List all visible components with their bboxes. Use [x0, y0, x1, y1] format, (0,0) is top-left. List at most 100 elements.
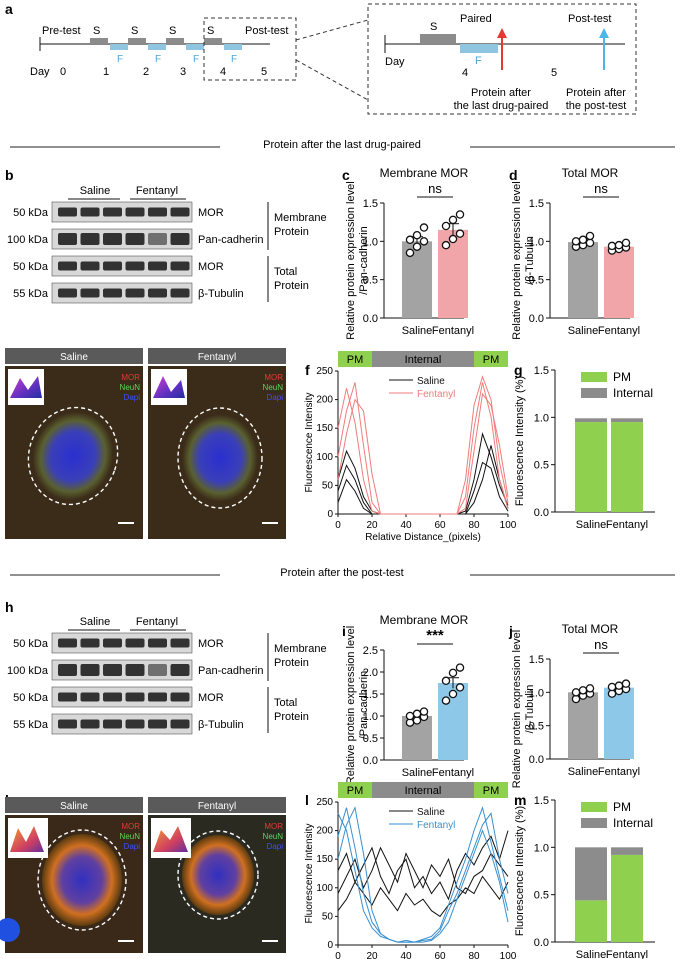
stacked-bar-pm [575, 900, 607, 942]
data-point [441, 696, 451, 705]
data-point [455, 229, 465, 238]
data-point [441, 221, 451, 231]
wb-protein-label: Pan-cadherin [198, 665, 263, 677]
data-point [578, 686, 588, 695]
x-tick-label: 40 [400, 951, 412, 959]
wb-band [125, 692, 145, 702]
channel-dapi: Dapi [267, 393, 284, 402]
data-point [448, 234, 458, 244]
wb-band [170, 233, 190, 245]
wb-kda-label: 50 kDa [13, 692, 49, 704]
bar [604, 687, 634, 759]
protein1-line1: Protein after [471, 87, 531, 99]
wb-band [103, 638, 122, 648]
wb-band [148, 261, 167, 271]
series-line-saline [337, 830, 509, 901]
y-tick-label: 150 [316, 423, 333, 434]
timeline-day-5: 5 [261, 66, 267, 78]
wb-membrane-label-2: Protein [274, 657, 309, 669]
x-tick-label: 60 [434, 951, 446, 959]
y-axis-label: Relative protein expression level [345, 626, 357, 784]
data-point [412, 230, 422, 240]
wb-band [103, 261, 122, 271]
y-tick-label: 0.5 [534, 890, 549, 902]
y-tick-label: 0.0 [529, 313, 544, 325]
wb-protein-label: MOR [198, 692, 224, 704]
pm-segment [474, 351, 508, 367]
y-tick-label: 50 [322, 911, 334, 922]
data-point [621, 238, 631, 248]
legend-label: Saline [417, 376, 445, 387]
data-point [607, 241, 617, 251]
x-axis-label: Relative Distance_(pixels) [365, 532, 481, 543]
panel-letter-a: a [5, 1, 13, 17]
y-axis-label: Relative protein expression level [511, 630, 523, 788]
micro-top-fentanyl-label: Fentanyl [198, 352, 236, 363]
wb-band [58, 261, 77, 271]
wb-protein-label: MOR [198, 261, 224, 273]
wb-total-label-2: Protein [274, 711, 309, 723]
data-point [419, 223, 429, 232]
pm-segment [338, 351, 372, 367]
x-tick-label: Saline [576, 949, 607, 959]
wb-group-fentanyl: Fentanyl [136, 185, 178, 197]
protein1-line2: the last drug-paired [454, 100, 549, 112]
wb-group-fentanyl: Fentanyl [136, 616, 178, 628]
y-tick-label: 1.0 [363, 236, 378, 248]
chart-title: Membrane MOR [380, 613, 469, 627]
micro-top-fentanyl-cell-outline [177, 407, 263, 509]
wb-band [80, 638, 100, 648]
timeline-f-label: F [231, 54, 237, 65]
y-tick-label: 0.0 [363, 313, 378, 325]
timeline-f-label: F [117, 54, 123, 65]
timeline-day-3: 3 [180, 66, 186, 78]
surface-plot-icon [10, 376, 42, 398]
panel-letter-h: h [5, 599, 14, 615]
x-tick-label: Saline [568, 325, 599, 337]
data-point [448, 689, 458, 699]
wb-band [125, 233, 145, 245]
wb-protein-label: MOR [198, 638, 224, 650]
wb-band [170, 638, 190, 648]
x-tick-label: 20 [366, 951, 378, 959]
micro-bot-fentanyl-cell-outline [177, 830, 259, 920]
zoom-day-4: 4 [462, 67, 468, 79]
wb-band [148, 233, 167, 245]
microscopy-bottom: Saline MOR NeuN Dapi Fentanyl MOR NeuN D… [0, 797, 286, 953]
timeline-s-block [166, 38, 184, 44]
wb-membrane-label-2: Protein [274, 226, 309, 238]
pm-segment [474, 782, 508, 798]
wb-band [80, 233, 100, 245]
chart-g-distribution-top: 0.0 0.5 1.0 1.5 Fluorescence Intensity (%) Sa… [514, 365, 655, 531]
x-tick-label: 60 [434, 520, 446, 531]
internal-label: Internal [405, 354, 442, 366]
panel-letter-j: j [508, 623, 513, 639]
legend-label: PM [613, 800, 631, 814]
significance-label: ns [428, 181, 442, 196]
data-point [614, 681, 624, 690]
wb-band [125, 207, 145, 217]
wb-band [58, 719, 77, 729]
micro-top-fentanyl-header [148, 348, 286, 364]
data-point [405, 711, 415, 721]
bar [604, 246, 634, 318]
wb-band [170, 261, 190, 271]
wb-protein-label: Pan-cadherin [198, 234, 263, 246]
western-blot-top: Saline Fentanyl 50 kDa MOR 100 kDa Pan-cadher… [7, 185, 327, 304]
wb-band [148, 719, 167, 729]
x-tick-label: Fentanyl [606, 949, 648, 959]
micro-bot-saline-header [5, 797, 143, 813]
channel-neun: NeuN [263, 832, 284, 841]
data-point [412, 709, 422, 719]
zoom-f-label: F [475, 55, 482, 67]
wb-total-label-1: Total [274, 697, 297, 709]
panel-letter-l: l [305, 792, 309, 808]
y-tick-label: 50 [322, 480, 334, 491]
zoom-s-block [420, 34, 456, 44]
chart-j-total-mor-bottom: Total MOR 0.0 0.5 1.0 1.5 Relative protein ex… [511, 622, 640, 788]
timeline-f-label: F [193, 54, 199, 65]
y-tick-label: 2.0 [363, 667, 378, 679]
surface-plot-icon [153, 826, 188, 852]
wb-group-saline: Saline [80, 616, 111, 628]
